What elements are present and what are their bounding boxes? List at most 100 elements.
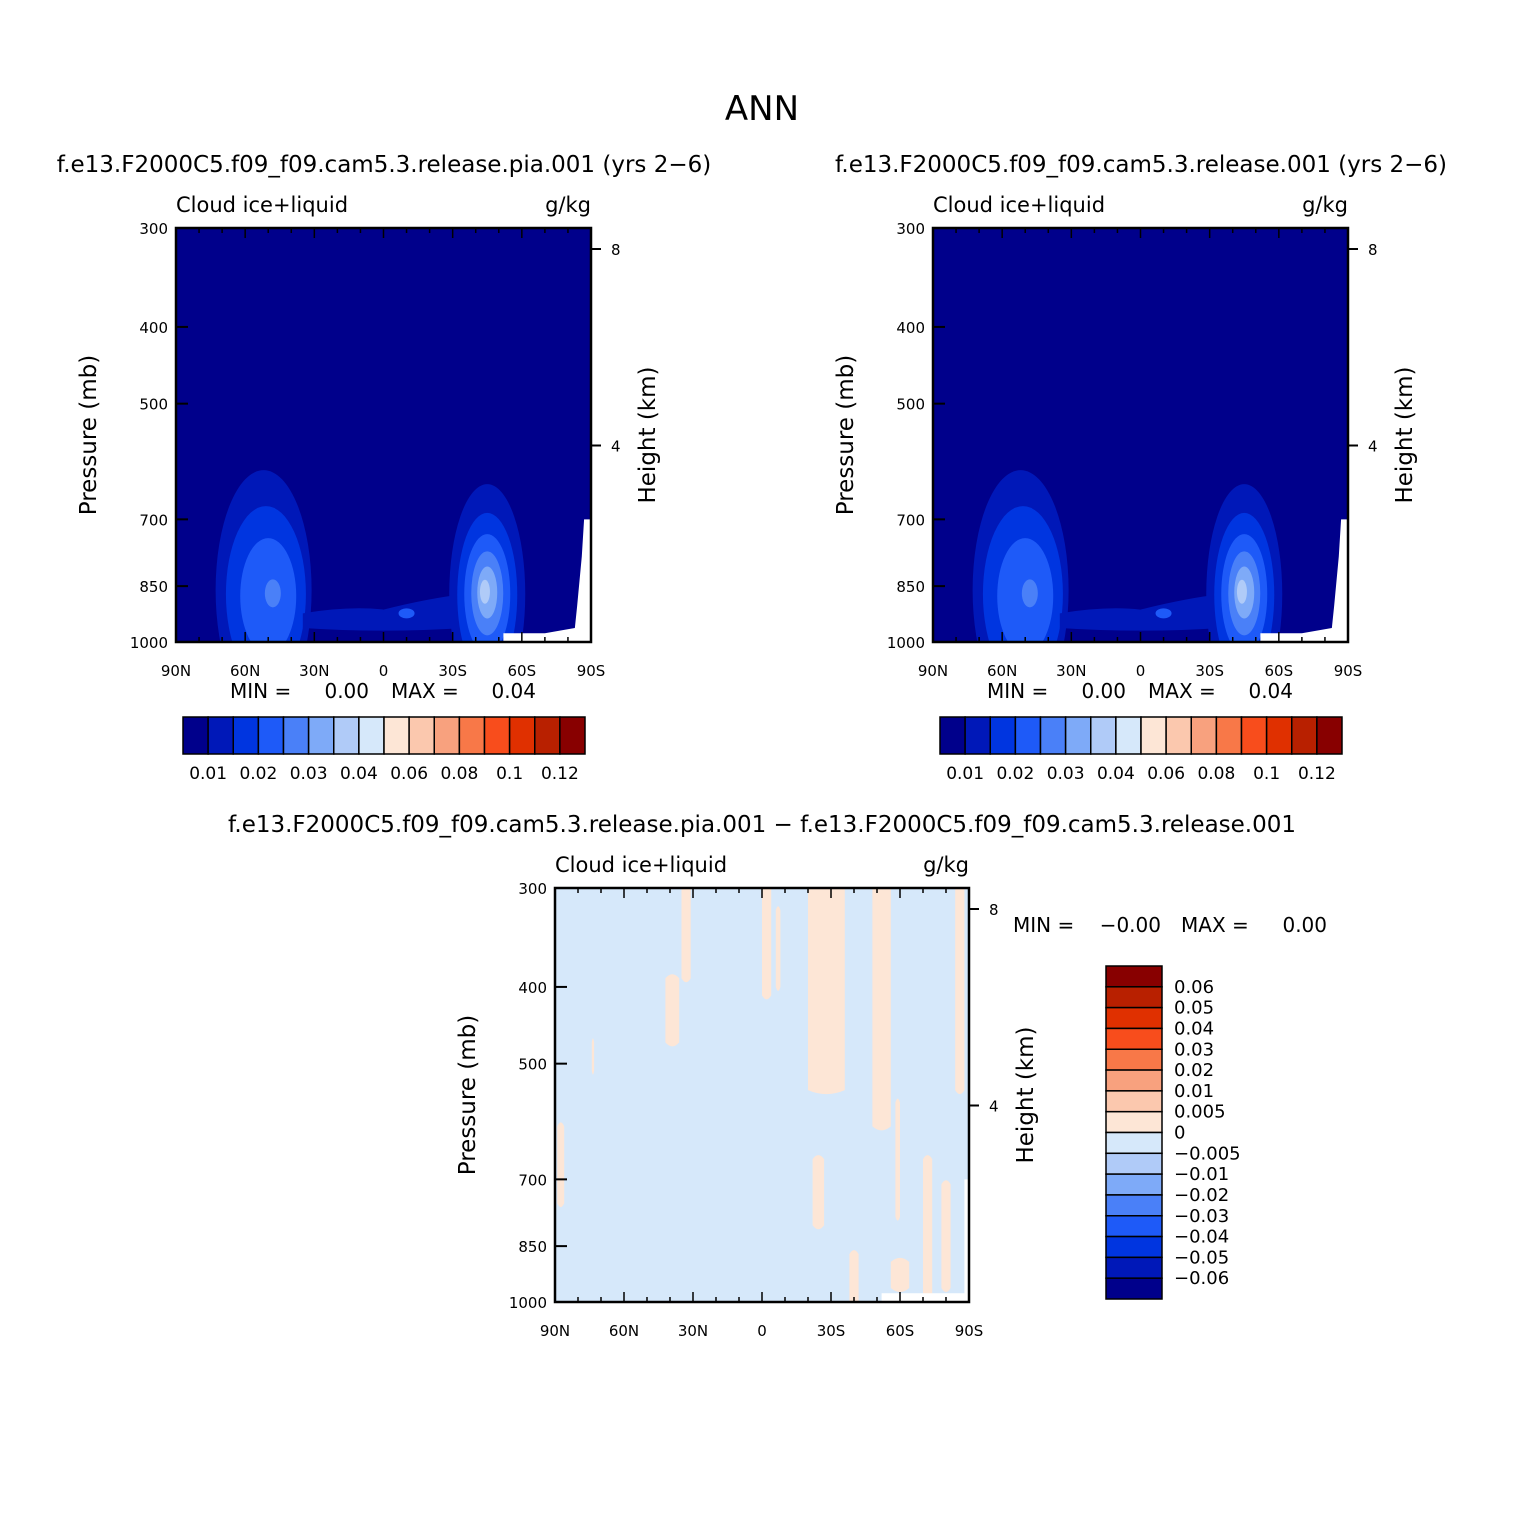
- x-tick-label: 60S: [508, 662, 537, 680]
- colorbar-box: [1240, 716, 1268, 755]
- min-label: MIN =: [230, 679, 291, 703]
- colorbar-box: [1140, 716, 1167, 755]
- x-tick-label: 60N: [230, 662, 260, 680]
- colorbar-box: [1105, 1069, 1163, 1092]
- contour-nh-4: [264, 579, 281, 608]
- panels: Cloud ice+liquid g/kg30040050070085010008…: [76, 193, 1418, 1340]
- min-value: −0.00: [1100, 913, 1161, 937]
- colorbar-box: [1105, 1256, 1163, 1279]
- colorbar-box: [1105, 1131, 1163, 1155]
- max-label: MAX =: [1148, 679, 1216, 703]
- missing-mask: [503, 519, 591, 642]
- y2-tick-label: 8: [1368, 241, 1378, 259]
- y-tick-label: 1000: [887, 634, 925, 652]
- colorbar-box: [1105, 1194, 1163, 1217]
- positive-patch-1: [557, 1122, 565, 1208]
- y2-tick-label: 4: [1368, 438, 1378, 456]
- units-label: g/kg: [1302, 193, 1348, 217]
- contour-nh-4: [1021, 579, 1038, 608]
- colorbar-label: 0.03: [1047, 764, 1085, 784]
- colorbar-box: [182, 716, 209, 755]
- colorbar-label: 0.12: [541, 764, 579, 784]
- contour-tropics-2: [398, 608, 415, 619]
- colorbar-label: −0.05: [1174, 1247, 1229, 1268]
- missing-mask: [1260, 519, 1348, 642]
- positive-patch-10: [812, 1155, 825, 1230]
- colorbar-label: −0.02: [1174, 1185, 1229, 1206]
- x-tick-label: 90N: [540, 1322, 570, 1340]
- colorbar: 0.01 0.02 0.03 0.04 0.06 0.08 0.1 0.12: [939, 716, 1343, 784]
- colorbar-box: [257, 716, 285, 755]
- positive-patch-9: [895, 1098, 900, 1221]
- colorbar-box: [559, 716, 586, 755]
- contour-field: [933, 228, 1348, 642]
- colorbar-box: [1115, 716, 1142, 755]
- colorbar-box: [989, 716, 1017, 755]
- colorbar-box: [307, 716, 335, 755]
- colorbar-box: [1105, 1152, 1163, 1175]
- min-label: MIN =: [987, 679, 1048, 703]
- y2-tick-label: 8: [611, 241, 621, 259]
- x-tick-label: 30N: [299, 662, 329, 680]
- x-tick-label: 90S: [577, 662, 606, 680]
- colorbar-box: [1105, 965, 1163, 988]
- right-case-title: f.e13.F2000C5.f09_f09.cam5.3.release.001…: [835, 152, 1447, 178]
- colorbar-box: [1014, 716, 1042, 755]
- colorbar-label: 0.06: [390, 764, 428, 784]
- colorbar-box: [383, 716, 410, 755]
- positive-patch-7: [808, 888, 845, 1095]
- colorbar-box: [508, 716, 536, 755]
- colorbar-box: [483, 716, 511, 755]
- left-case-title: f.e13.F2000C5.f09_f09.cam5.3.release.pia…: [57, 152, 711, 178]
- min-value: 0.00: [1081, 679, 1126, 703]
- min-label: MIN =: [1013, 913, 1074, 937]
- contour-tropics-1: [1059, 594, 1222, 631]
- colorbar-box: [1190, 716, 1218, 755]
- y-tick-label: 500: [139, 396, 168, 414]
- panel-left: Cloud ice+liquid g/kg 300 400 500 700 850 1000 8…: [76, 193, 661, 784]
- colorbar-box: [1105, 1173, 1163, 1196]
- variable-label: Cloud ice+liquid: [555, 853, 727, 877]
- contour-tropics-2: [1155, 608, 1172, 619]
- y-tick-label: 850: [896, 578, 925, 596]
- y-axis-title: Pressure (mb): [833, 355, 859, 515]
- x-tick-label: 60N: [609, 1322, 639, 1340]
- colorbar-box: [964, 716, 991, 755]
- x-tick-label: 0: [757, 1322, 767, 1340]
- max-value: 0.00: [1282, 913, 1327, 937]
- colorbar-box: [1105, 1027, 1163, 1050]
- positive-patch-6: [775, 906, 781, 991]
- colorbar-label: 0.01: [1174, 1081, 1214, 1102]
- units-label: g/kg: [545, 193, 591, 217]
- y-tick-label: 400: [518, 979, 547, 997]
- positive-patch-8: [872, 888, 891, 1131]
- figure-title: ANN: [725, 89, 799, 129]
- colorbar-label: −0.06: [1174, 1268, 1229, 1289]
- colorbar-box: [232, 716, 260, 755]
- colorbar-label: 0.01: [946, 764, 984, 784]
- colorbar-box: [1265, 716, 1293, 755]
- colorbar-box: [1105, 1215, 1163, 1238]
- colorbar-box: [358, 716, 385, 755]
- colorbar-label: 0.04: [340, 764, 378, 784]
- y-tick-label: 300: [896, 220, 925, 238]
- colorbar-box: [1105, 1090, 1163, 1113]
- y-tick-label: 500: [896, 396, 925, 414]
- colorbar-label: −0.03: [1174, 1206, 1229, 1227]
- colorbar-label: 0.01: [189, 764, 227, 784]
- positive-patch-5: [762, 888, 772, 1000]
- panel-right: Cloud ice+liquid g/kg 300 400 500 700 850 1000 8…: [833, 193, 1418, 784]
- y-tick-label: 1000: [509, 1294, 547, 1312]
- colorbar-label: 0.005: [1174, 1102, 1226, 1123]
- y-tick-label: 400: [896, 319, 925, 337]
- colorbar-box: [1105, 1048, 1163, 1071]
- y2-axis-title: Height (km): [1392, 366, 1418, 503]
- y2-tick-label: 4: [989, 1098, 999, 1116]
- colorbar-box: [1039, 716, 1067, 755]
- colorbar-box: [282, 716, 310, 755]
- y-tick-label: 1000: [130, 634, 168, 652]
- y2-axis-title: Height (km): [635, 366, 661, 503]
- positive-patch-3: [681, 888, 691, 983]
- positive-patch-11: [955, 888, 965, 1095]
